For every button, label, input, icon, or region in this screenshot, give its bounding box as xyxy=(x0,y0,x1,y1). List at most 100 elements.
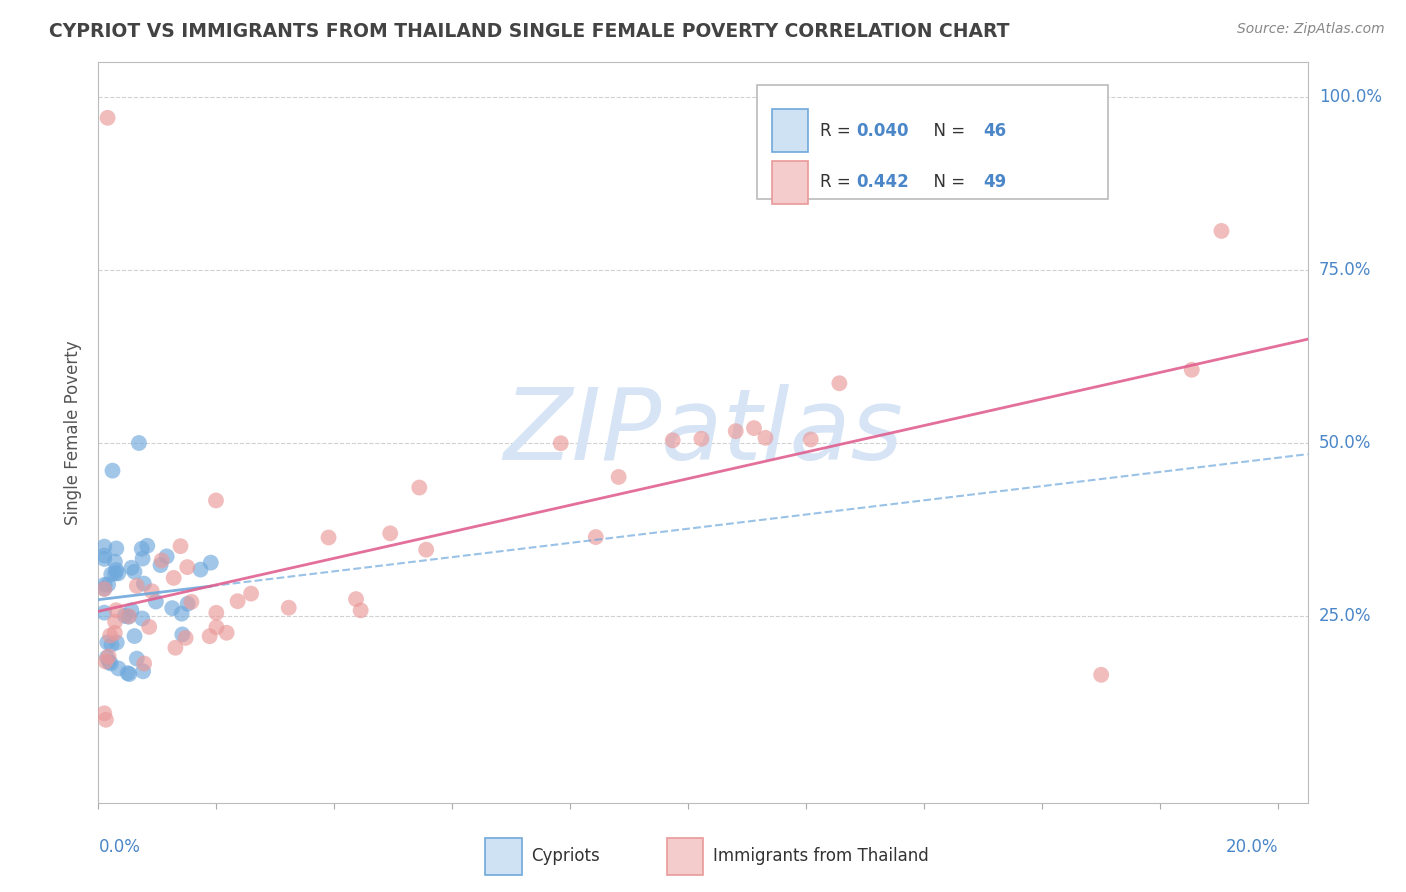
Point xyxy=(742,421,765,435)
Point xyxy=(128,436,150,450)
Text: 50.0%: 50.0% xyxy=(1319,434,1371,452)
Point xyxy=(156,549,179,564)
Bar xyxy=(666,838,703,875)
Point xyxy=(205,620,228,634)
Point xyxy=(408,481,430,495)
Point xyxy=(98,655,121,669)
Text: 49: 49 xyxy=(984,173,1007,191)
Point xyxy=(162,601,184,615)
Point xyxy=(94,713,117,727)
Point xyxy=(800,433,823,447)
Point xyxy=(117,609,139,624)
Point xyxy=(141,584,163,599)
Point xyxy=(828,376,851,391)
Point xyxy=(107,566,129,581)
Point xyxy=(131,541,153,556)
Point xyxy=(120,603,142,617)
Point xyxy=(1211,224,1233,238)
Point xyxy=(415,542,437,557)
Point xyxy=(93,706,115,721)
Point xyxy=(585,530,607,544)
Point xyxy=(198,629,221,643)
Text: ZIP​atlas: ZIP​atlas xyxy=(503,384,903,481)
Point xyxy=(118,609,141,624)
Point xyxy=(1090,667,1112,681)
Point xyxy=(176,560,198,574)
Point xyxy=(205,606,228,620)
Bar xyxy=(772,161,808,203)
Point xyxy=(350,603,373,617)
Point xyxy=(93,582,115,596)
Point xyxy=(240,586,263,600)
Bar xyxy=(772,109,808,152)
Text: R =: R = xyxy=(820,121,856,139)
Point xyxy=(98,628,121,642)
Point xyxy=(124,629,146,643)
Point xyxy=(170,607,193,621)
Point xyxy=(93,577,115,591)
Bar xyxy=(485,838,522,875)
Point xyxy=(690,432,713,446)
Point xyxy=(754,431,776,445)
Text: R =: R = xyxy=(820,173,856,191)
Point xyxy=(226,594,249,608)
FancyBboxPatch shape xyxy=(758,85,1108,200)
Text: 0.442: 0.442 xyxy=(856,173,910,191)
Point xyxy=(97,111,120,125)
Point xyxy=(94,655,117,669)
Text: Immigrants from Thailand: Immigrants from Thailand xyxy=(713,847,928,865)
Point xyxy=(101,464,124,478)
Point xyxy=(277,600,299,615)
Point xyxy=(105,563,128,577)
Point xyxy=(180,595,202,609)
Point xyxy=(205,493,228,508)
Point xyxy=(344,592,367,607)
Point xyxy=(190,563,212,577)
Text: N =: N = xyxy=(924,173,970,191)
Point xyxy=(661,434,683,448)
Point xyxy=(97,649,120,664)
Point xyxy=(380,526,402,541)
Point xyxy=(131,611,153,625)
Point xyxy=(97,577,120,591)
Point xyxy=(117,666,139,681)
Point xyxy=(200,556,222,570)
Point xyxy=(105,603,128,617)
Point xyxy=(96,650,118,665)
Point xyxy=(149,558,172,573)
Point xyxy=(104,566,127,581)
Point xyxy=(163,571,186,585)
Point xyxy=(114,608,136,623)
Point xyxy=(145,594,167,608)
Point xyxy=(172,627,194,641)
Point xyxy=(138,620,160,634)
Point xyxy=(96,635,118,649)
Point xyxy=(100,638,122,652)
Point xyxy=(93,582,115,596)
Point xyxy=(131,551,153,566)
Text: 75.0%: 75.0% xyxy=(1319,261,1371,279)
Point xyxy=(607,470,630,484)
Point xyxy=(100,657,122,671)
Point xyxy=(125,579,148,593)
Point xyxy=(104,625,127,640)
Point xyxy=(105,635,128,649)
Point xyxy=(134,657,156,671)
Point xyxy=(150,553,173,567)
Point xyxy=(93,549,115,563)
Point xyxy=(550,436,572,450)
Text: 100.0%: 100.0% xyxy=(1319,88,1382,106)
Point xyxy=(100,567,122,582)
Point xyxy=(724,424,747,438)
Point xyxy=(1181,363,1204,377)
Point xyxy=(104,615,127,629)
Point xyxy=(318,531,340,545)
Text: 20.0%: 20.0% xyxy=(1226,838,1278,855)
Point xyxy=(124,565,146,579)
Point xyxy=(104,555,127,569)
Point xyxy=(215,625,238,640)
Point xyxy=(136,539,159,553)
Point xyxy=(176,597,198,611)
Text: 0.0%: 0.0% xyxy=(98,838,141,855)
Y-axis label: Single Female Poverty: Single Female Poverty xyxy=(65,341,83,524)
